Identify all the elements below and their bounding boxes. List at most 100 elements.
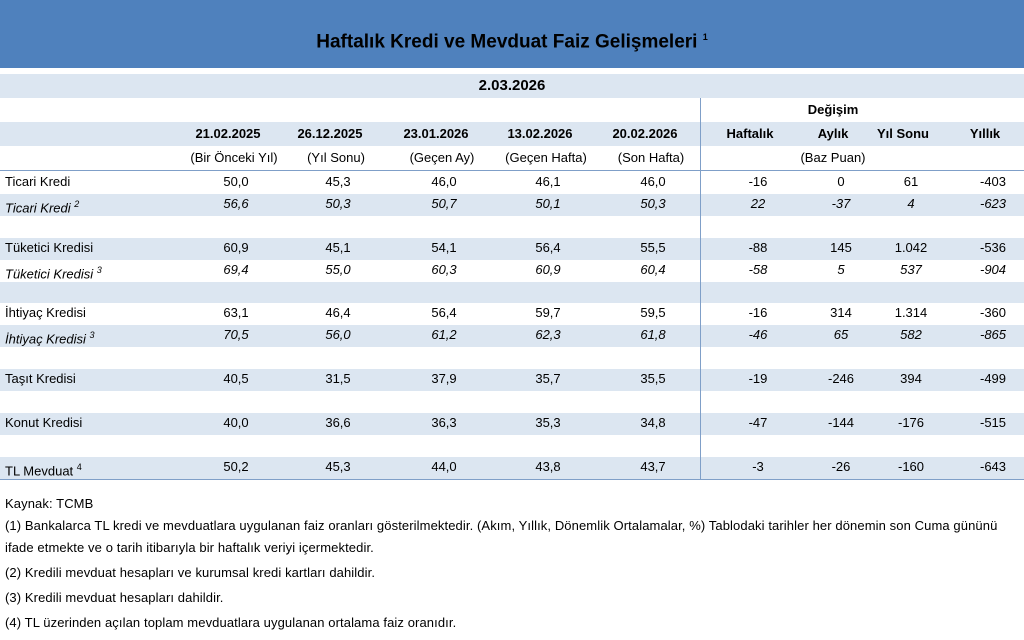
cell: 56,6 — [223, 195, 249, 211]
cell: 59,5 — [640, 305, 666, 321]
stripe — [0, 325, 1024, 348]
cell: -47 — [748, 414, 768, 430]
stripe — [0, 456, 1024, 479]
cell: 61,2 — [431, 327, 457, 343]
cell: 55,0 — [325, 261, 351, 277]
cell: -515 — [979, 414, 1007, 430]
row-label-text: Tüketici Kredisi — [5, 239, 94, 255]
cell: -246 — [827, 371, 855, 387]
row-label-text: Konut Kredisi — [5, 414, 83, 430]
footnote: (2) Kredili mevduat hesapları ve kurumsa… — [5, 564, 376, 580]
cell: -16 — [748, 174, 768, 189]
cell: -16 — [748, 305, 768, 321]
cell: 35,7 — [535, 371, 561, 387]
cell: 46,1 — [535, 174, 561, 189]
cell: 31,5 — [325, 371, 351, 387]
cell: 62,3 — [535, 327, 561, 343]
cell: 50,2 — [223, 458, 249, 474]
cell: 5 — [837, 261, 845, 277]
cell: 69,4 — [223, 261, 249, 277]
cell: 43,7 — [640, 458, 666, 474]
row-label: Taşıt Kredisi — [5, 368, 76, 390]
cell: 43,8 — [535, 458, 561, 474]
column-subheader: (Geçen Hafta) — [505, 150, 587, 165]
cell: -46 — [748, 327, 768, 343]
cell: 1.042 — [894, 239, 928, 255]
cell: 59,7 — [535, 305, 561, 321]
cell: 50,7 — [431, 195, 457, 211]
row-label-text: Tüketici Kredisi — [5, 265, 94, 281]
cell: -499 — [979, 371, 1007, 387]
stripe — [0, 122, 1024, 146]
stripe — [0, 237, 1024, 260]
column-header: 20.02.2026 — [612, 126, 678, 141]
cell: 1.314 — [894, 305, 928, 321]
cell: 50,3 — [325, 195, 351, 211]
cell: 36,6 — [325, 414, 351, 430]
cell: 45,3 — [325, 174, 351, 189]
cell: 65 — [833, 327, 849, 343]
column-subheader: (Bir Önceki Yıl) — [190, 150, 278, 165]
cell: 50,3 — [640, 195, 666, 211]
cell: 56,4 — [431, 305, 457, 321]
row-label-text: TL Mevduat — [5, 463, 74, 479]
row-label-text: Taşıt Kredisi — [5, 371, 76, 387]
cell: 54,1 — [431, 239, 457, 255]
cell: -144 — [827, 414, 855, 430]
title-bar — [0, 0, 1024, 68]
cell: 36,3 — [431, 414, 457, 430]
cell: 40,0 — [223, 414, 249, 430]
column-header: 23.01.2026 — [403, 126, 469, 141]
row-label-text: İhtiyaç Kredisi — [5, 331, 86, 347]
cell: 394 — [900, 371, 922, 387]
cell: 46,0 — [640, 174, 666, 189]
cell: 61 — [903, 174, 919, 189]
column-header: Yıl Sonu — [877, 126, 929, 141]
cell: 145 — [830, 239, 852, 255]
cell: -360 — [979, 305, 1007, 321]
cell: -904 — [979, 261, 1007, 277]
column-divider — [700, 98, 701, 479]
cell: 582 — [900, 327, 922, 343]
cell: 537 — [900, 261, 922, 277]
cell: 46,4 — [325, 305, 351, 321]
date-bar — [0, 74, 1024, 98]
column-header: Yıllık — [969, 126, 1001, 141]
row-label: Konut Kredisi — [5, 412, 82, 434]
cell: 56,4 — [535, 239, 561, 255]
row-note: 3 — [89, 330, 95, 341]
change-unit: (Baz Puan) — [800, 150, 866, 165]
cell: -88 — [748, 239, 768, 255]
cell: -37 — [831, 195, 851, 211]
cell: 60,3 — [431, 261, 457, 277]
cell: 50,1 — [535, 195, 561, 211]
cell: 70,5 — [223, 327, 249, 343]
footnote: (3) Kredili mevduat hesapları dahildir. — [5, 589, 224, 605]
cell: 50,0 — [223, 174, 249, 189]
table-bottom-line — [0, 478, 1024, 480]
stripe — [0, 412, 1024, 435]
cell: -3 — [752, 458, 764, 474]
cell: -19 — [748, 371, 768, 387]
source: Kaynak: TCMB — [5, 495, 94, 511]
cell: 40,5 — [223, 371, 249, 387]
cell: 45,1 — [325, 239, 351, 255]
cell: 45,3 — [325, 458, 351, 474]
cell: -623 — [979, 195, 1007, 211]
row-label: TL Mevduat 4 — [5, 456, 82, 482]
column-subheader: (Geçen Ay) — [409, 150, 475, 165]
cell: -176 — [897, 414, 925, 430]
row-label: Tüketici Kredisi — [5, 237, 93, 259]
row-note: 2 — [74, 198, 80, 209]
cell: 60,9 — [535, 261, 561, 277]
cell: 60,4 — [640, 261, 666, 277]
cell: -643 — [979, 458, 1007, 474]
footnote: (4) TL üzerinden açılan toplam mevduatla… — [5, 614, 457, 630]
row-label-text: İhtiyaç Kredisi — [5, 305, 86, 321]
cell: -160 — [897, 458, 925, 474]
cell: 35,5 — [640, 371, 666, 387]
column-header: 21.02.2025 — [195, 126, 261, 141]
stripe — [0, 369, 1024, 391]
cell: 46,0 — [431, 174, 457, 189]
